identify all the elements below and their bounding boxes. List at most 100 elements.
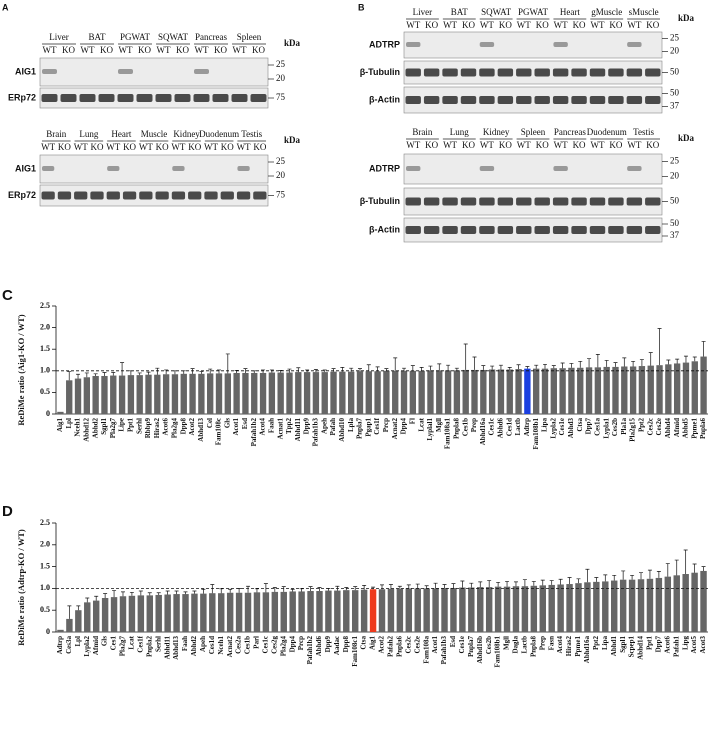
protein-label: ERp72 — [8, 190, 36, 200]
error-bar — [269, 369, 274, 373]
marker-label: 25 — [276, 156, 286, 166]
band — [122, 191, 137, 200]
x-tick-label: Pafah2 — [387, 636, 395, 658]
x-tick-label: Parl — [253, 636, 261, 649]
x-tick-label: Pafah1b2 — [250, 418, 258, 447]
x-tick-label: Pgap1 — [364, 418, 372, 437]
bar — [647, 365, 654, 414]
band — [423, 226, 440, 234]
protein-label: ADTRP — [369, 163, 400, 173]
x-tick-label: Pafah1 — [672, 636, 680, 658]
bar — [295, 372, 302, 414]
x-tick-label: Dpp8 — [179, 418, 187, 435]
bar — [215, 373, 223, 414]
band — [98, 94, 115, 102]
x-tick-label: Pafah — [329, 418, 337, 436]
bar — [347, 371, 355, 414]
error-bar — [138, 590, 143, 596]
x-tick-label: Lpl — [65, 418, 73, 429]
marker-label: 75 — [276, 92, 286, 102]
error-bar — [534, 364, 539, 369]
bar — [485, 587, 493, 632]
x-tick-label: Dpp7 — [654, 636, 662, 653]
bar — [316, 591, 323, 632]
bar — [646, 578, 654, 632]
protein-label: ADTRP — [369, 39, 400, 49]
error-bar — [505, 581, 510, 587]
band — [571, 197, 587, 206]
bar — [198, 373, 205, 414]
error-bar — [603, 574, 608, 582]
x-tick-label: Abhd13 — [197, 418, 205, 442]
bar — [180, 373, 187, 414]
marker-label: 20 — [276, 170, 286, 180]
tissue-label: Lung — [79, 129, 98, 139]
marker-label: 50 — [670, 67, 680, 77]
error-bar — [622, 357, 627, 367]
bar — [550, 368, 557, 414]
x-tick-label: Acot1 — [431, 636, 439, 654]
x-tick-label: Lypla2 — [549, 418, 557, 439]
bar — [619, 579, 627, 632]
band — [645, 68, 661, 77]
x-tick-label: Pla2g7 — [109, 418, 117, 439]
bar — [365, 371, 372, 414]
x-tick-label: Abhd4 — [664, 418, 672, 439]
band — [534, 226, 550, 234]
bar — [593, 581, 600, 632]
bar — [387, 588, 395, 632]
bar — [441, 587, 448, 632]
band — [174, 94, 191, 102]
error-bar — [147, 592, 152, 596]
x-tick-label: Lyplal1 — [426, 418, 434, 441]
x-tick-label: Lipe — [118, 418, 126, 432]
lane-label: WT — [591, 20, 605, 30]
bar — [164, 594, 171, 632]
x-tick-label: Ces1a — [593, 418, 601, 436]
x-tick-label: Faah — [267, 418, 275, 433]
band — [627, 42, 642, 47]
lane-label: KO — [646, 20, 659, 30]
tissue-label: BAT — [451, 7, 469, 17]
x-tick-label: Dpp4 — [400, 418, 408, 435]
bar — [289, 591, 296, 632]
bar — [396, 588, 404, 632]
band — [236, 191, 251, 200]
y-axis-title: ReDiMe ratio (Adtrp-KO / WT) — [16, 529, 26, 646]
bar — [628, 579, 636, 632]
bar — [155, 594, 162, 632]
bar — [351, 590, 359, 632]
lane-label: WT — [74, 142, 88, 152]
bar — [612, 366, 619, 414]
bar — [233, 372, 240, 414]
error-bar — [419, 366, 424, 371]
error-bar — [225, 353, 230, 374]
x-tick-label: Fam108c — [215, 418, 223, 445]
bar — [118, 375, 126, 414]
error-bar — [128, 370, 133, 376]
bar — [244, 592, 252, 632]
error-bar — [181, 370, 186, 374]
error-bar — [199, 371, 204, 374]
error-bar — [331, 368, 336, 372]
band — [552, 96, 569, 104]
bar — [682, 362, 690, 414]
band — [423, 68, 440, 77]
tissue-label: Spleen — [237, 32, 262, 42]
band — [589, 68, 606, 77]
error-bar — [692, 356, 697, 362]
bar — [557, 584, 564, 632]
band — [423, 96, 440, 104]
tissue-label: Testis — [241, 129, 262, 139]
x-tick-label: Abhd13 — [172, 636, 180, 660]
lane-label: KO — [100, 45, 113, 55]
error-bar — [281, 586, 286, 592]
x-tick-label: Pla2g15 — [629, 418, 637, 442]
bar — [673, 575, 680, 632]
bar — [602, 581, 609, 632]
x-tick-label: Pnpla7 — [467, 636, 475, 658]
error-bar — [424, 585, 429, 589]
bar — [700, 570, 707, 632]
lane-label: KO — [252, 45, 265, 55]
